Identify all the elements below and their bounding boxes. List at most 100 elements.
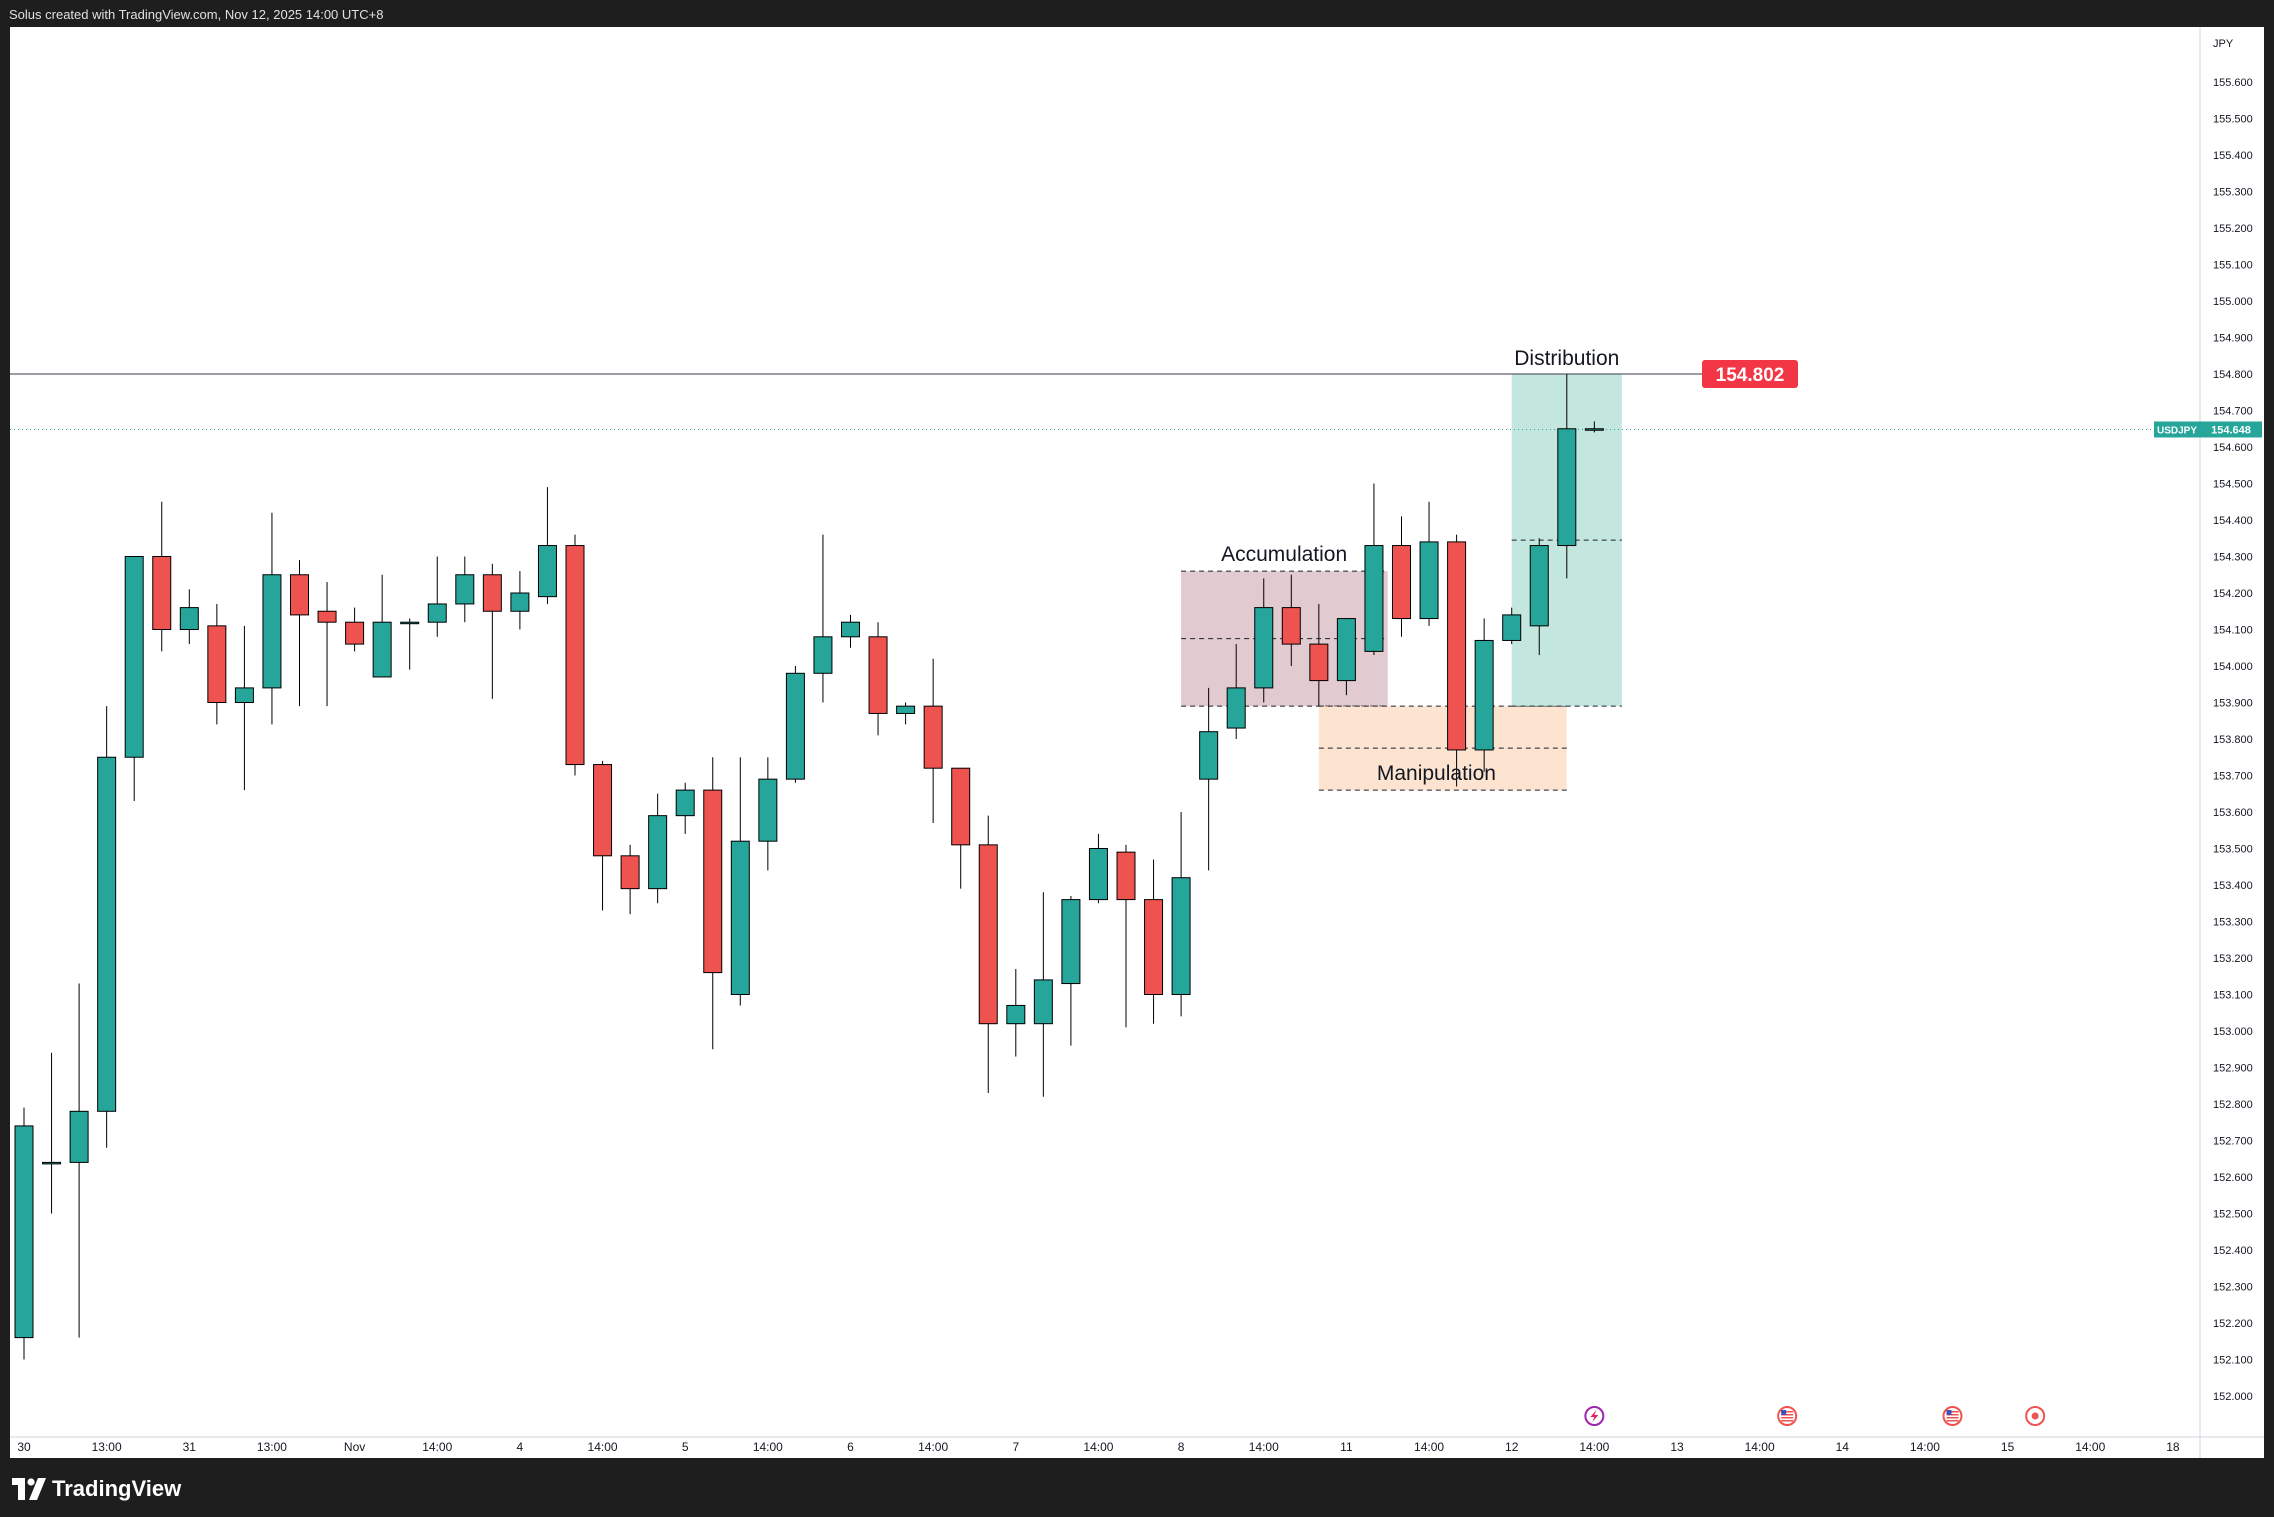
candle[interactable]	[42, 1052, 62, 1214]
price-tick-label: 154.900	[2213, 333, 2253, 345]
candle[interactable]	[978, 815, 998, 1094]
candle[interactable]	[97, 706, 117, 1148]
candle[interactable]	[896, 702, 916, 725]
candle[interactable]	[593, 760, 613, 911]
candle-body-up	[69, 1110, 89, 1163]
price-tick-label: 153.900	[2213, 698, 2253, 710]
candle[interactable]	[1336, 618, 1356, 696]
candle[interactable]	[234, 625, 254, 791]
price-tick-label: 154.700	[2213, 406, 2253, 418]
candle[interactable]	[124, 556, 144, 802]
price-tick-label: 153.500	[2213, 844, 2253, 856]
price-tick-label: 152.500	[2213, 1209, 2253, 1221]
candle[interactable]	[537, 487, 557, 604]
candle[interactable]	[620, 844, 640, 915]
candle[interactable]	[675, 782, 695, 834]
tradingview-logo[interactable]: TradingView	[12, 1476, 181, 1502]
candle[interactable]	[785, 666, 805, 783]
time-tick-label: 13:00	[92, 1440, 122, 1454]
price-tick-label: 153.600	[2213, 807, 2253, 819]
candle[interactable]	[813, 534, 833, 703]
time-tick-label: 5	[682, 1440, 689, 1454]
candle[interactable]	[179, 589, 199, 645]
candle[interactable]	[427, 556, 447, 637]
candle[interactable]	[703, 757, 723, 1050]
candle-body-up	[400, 621, 420, 625]
candle[interactable]	[1309, 603, 1329, 707]
candle[interactable]	[951, 767, 971, 889]
target-icon[interactable]	[2025, 1406, 2046, 1426]
candle[interactable]	[290, 560, 309, 707]
candle[interactable]	[565, 534, 585, 776]
us-flag-stripe	[1946, 1417, 1959, 1419]
top-caption-bar: Solus created with TradingView.com, Nov …	[0, 0, 2274, 27]
time-tick-label: 14:00	[1745, 1440, 1775, 1454]
candle-body-down	[1281, 607, 1301, 645]
candle[interactable]	[1557, 374, 1577, 579]
us-flag-canton	[1946, 1410, 1952, 1415]
candle[interactable]	[758, 757, 778, 871]
candle[interactable]	[152, 501, 172, 652]
price-tick-label: 152.600	[2213, 1172, 2253, 1184]
price-tick-label: 155.300	[2213, 187, 2253, 199]
symbol-price-badge[interactable]: USDJPY 154.648	[2154, 421, 2262, 438]
candle[interactable]	[482, 563, 502, 699]
candle-body-up	[758, 778, 778, 842]
price-tick-label: 152.200	[2213, 1318, 2253, 1330]
candle-body-up	[1557, 428, 1577, 547]
candle[interactable]	[1392, 516, 1411, 637]
candle[interactable]	[317, 582, 337, 707]
candle[interactable]	[1226, 644, 1246, 739]
candle[interactable]	[1254, 578, 1274, 703]
candle[interactable]	[69, 983, 89, 1338]
time-tick-label: 14:00	[918, 1440, 948, 1454]
candle-body-down	[923, 705, 943, 769]
candle[interactable]	[1006, 968, 1026, 1057]
candle[interactable]	[868, 622, 888, 736]
candle[interactable]	[1061, 895, 1081, 1046]
candle[interactable]	[1364, 483, 1384, 656]
candle[interactable]	[1419, 501, 1439, 626]
candle-body-down	[1447, 541, 1467, 751]
lightning-icon[interactable]	[1584, 1406, 1605, 1426]
time-tick-label: 12	[1505, 1440, 1519, 1454]
candle-body-up	[1474, 639, 1494, 751]
candle[interactable]	[207, 603, 227, 725]
candle[interactable]	[455, 556, 475, 623]
candle[interactable]	[1529, 538, 1549, 656]
manipulation-zone[interactable]	[1318, 706, 1567, 791]
candle[interactable]	[1033, 892, 1053, 1097]
candle-body-up	[648, 815, 668, 890]
candle[interactable]	[1088, 833, 1108, 904]
candle[interactable]	[1199, 687, 1219, 871]
candle-body-up	[1171, 877, 1191, 996]
candle[interactable]	[262, 512, 282, 725]
candle[interactable]	[1144, 859, 1164, 1024]
candle[interactable]	[730, 757, 750, 1006]
us-flag-icon[interactable]	[1777, 1406, 1798, 1426]
candle[interactable]	[1474, 618, 1494, 772]
candle[interactable]	[400, 618, 420, 670]
horizontal-line-price-badge[interactable]: 154.802	[1702, 360, 1798, 388]
candle-body-up	[1088, 848, 1108, 901]
candle[interactable]	[923, 658, 943, 823]
candle[interactable]	[1502, 607, 1522, 645]
candle[interactable]	[1171, 812, 1191, 1017]
candle[interactable]	[14, 1107, 34, 1360]
candle[interactable]	[372, 574, 392, 678]
us-flag-icon-ring	[1942, 1406, 1963, 1426]
price-tick-label: 155.100	[2213, 260, 2253, 272]
time-tick-label: 11	[1340, 1440, 1353, 1454]
price-tick-label: 152.000	[2213, 1391, 2253, 1403]
candle-body-up	[1419, 541, 1439, 620]
candle[interactable]	[1281, 574, 1301, 666]
us-flag-icon[interactable]	[1942, 1406, 1963, 1426]
candle[interactable]	[1116, 844, 1136, 1028]
candlestick-chart[interactable]: JPY 155.600 155.500 155.400 155.300 155.200 15…	[10, 27, 2264, 1458]
candle[interactable]	[648, 793, 668, 904]
candle[interactable]	[1447, 534, 1467, 787]
candle[interactable]	[345, 607, 365, 652]
candle[interactable]	[841, 614, 860, 648]
candle[interactable]	[510, 571, 530, 630]
candle[interactable]	[1584, 421, 1604, 433]
